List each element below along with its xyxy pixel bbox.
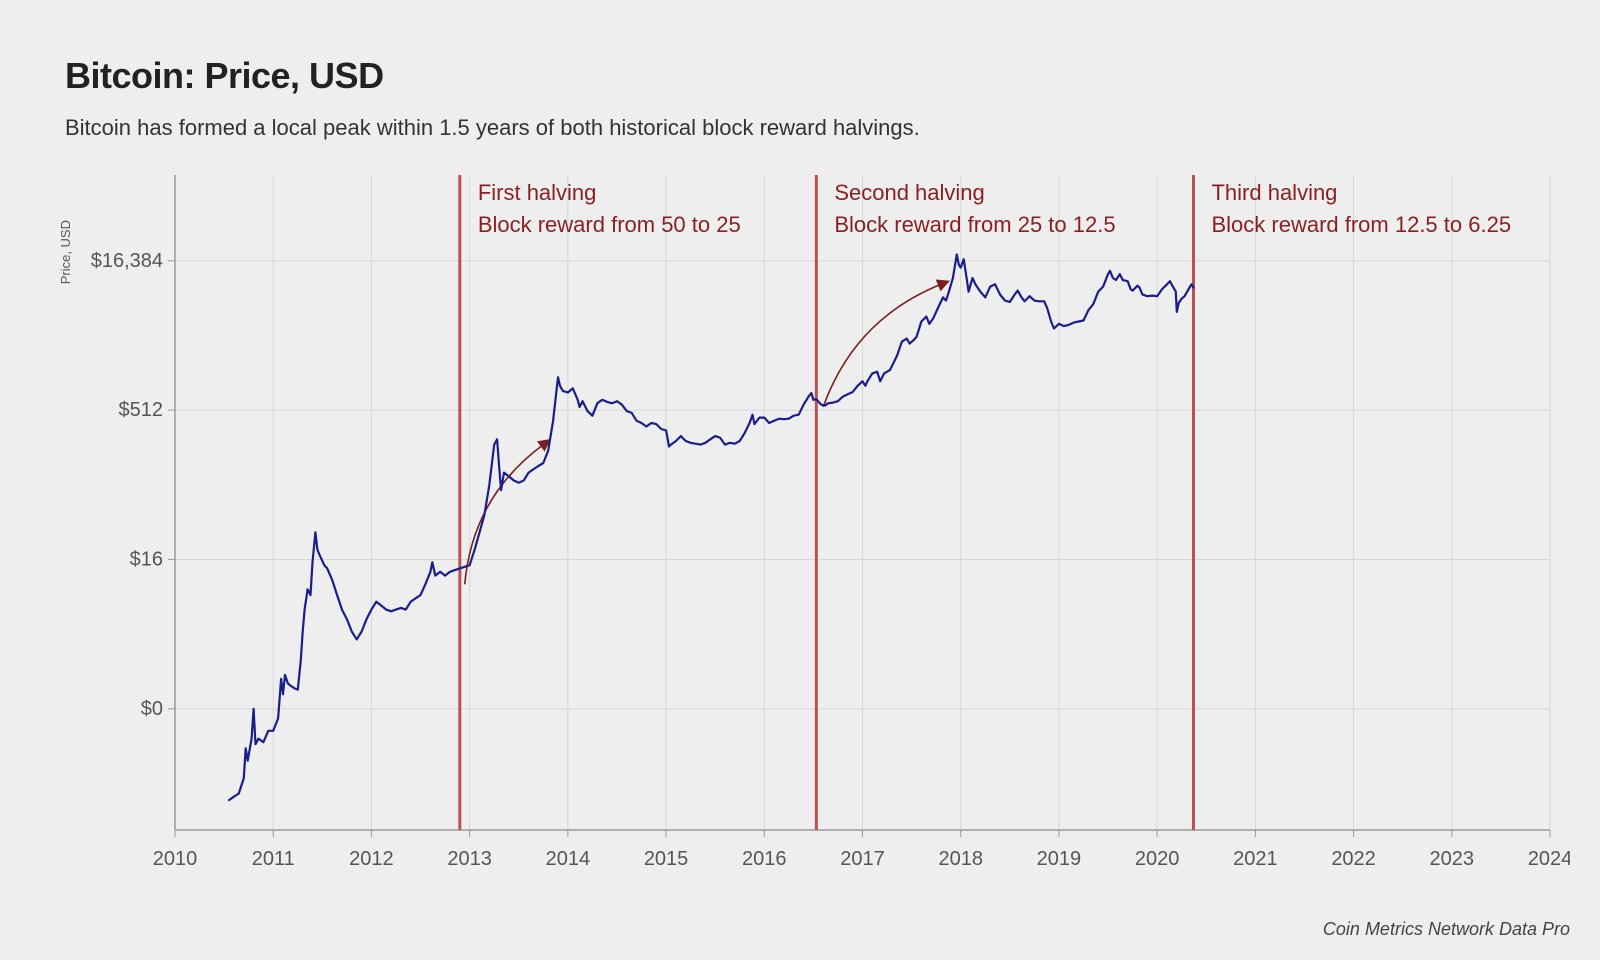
page: Bitcoin: Price, USD Bitcoin has formed a… (0, 0, 1600, 960)
x-tick-label: 2014 (546, 848, 591, 870)
y-tick-label: $512 (119, 399, 164, 421)
x-tick-label: 2011 (252, 848, 295, 870)
halving-annotation: Block reward from 25 to 12.5 (834, 212, 1115, 237)
x-tick-label: 2015 (644, 848, 689, 870)
y-tick-label: $0 (141, 698, 163, 720)
x-tick-label: 2012 (349, 848, 394, 870)
x-tick-label: 2016 (742, 848, 787, 870)
attribution-text: Coin Metrics Network Data Pro (1323, 919, 1570, 940)
x-tick-label: 2024 (1528, 848, 1570, 870)
halving-annotation: First halving (478, 180, 597, 205)
x-tick-label: 2010 (153, 848, 198, 870)
y-tick-label: $16,384 (91, 250, 163, 272)
chart-subtitle: Bitcoin has formed a local peak within 1… (65, 115, 920, 141)
chart-title: Bitcoin: Price, USD (65, 55, 384, 97)
x-tick-label: 2017 (840, 848, 885, 870)
halving-annotation: Third halving (1211, 180, 1337, 205)
chart-container: 2010 2011 2012 2013 2014 2015 2016 2017 2018 2019… (60, 165, 1570, 895)
halving-annotation: Block reward from 12.5 to 6.25 (1211, 212, 1511, 237)
x-tick-label: 2021 (1233, 848, 1278, 870)
x-tick-label: 2013 (447, 848, 492, 870)
price-line (229, 254, 1194, 800)
halving-annotation: Second halving (834, 180, 984, 205)
annotation-arrow (465, 445, 544, 585)
halving-annotation: Block reward from 50 to 25 (478, 212, 741, 237)
annotation-arrow (823, 284, 941, 407)
chart-svg: 2010 2011 2012 2013 2014 2015 2016 2017 2018 2019… (60, 165, 1570, 895)
x-tick-label: 2019 (1037, 848, 1082, 870)
x-tick-label: 2020 (1135, 848, 1180, 870)
y-tick-label: $16 (130, 548, 163, 570)
y-axis-label: Price, USD (60, 220, 73, 284)
x-tick-label: 2018 (938, 848, 983, 870)
x-tick-label: 2022 (1331, 848, 1376, 870)
x-tick-label: 2023 (1430, 848, 1475, 870)
